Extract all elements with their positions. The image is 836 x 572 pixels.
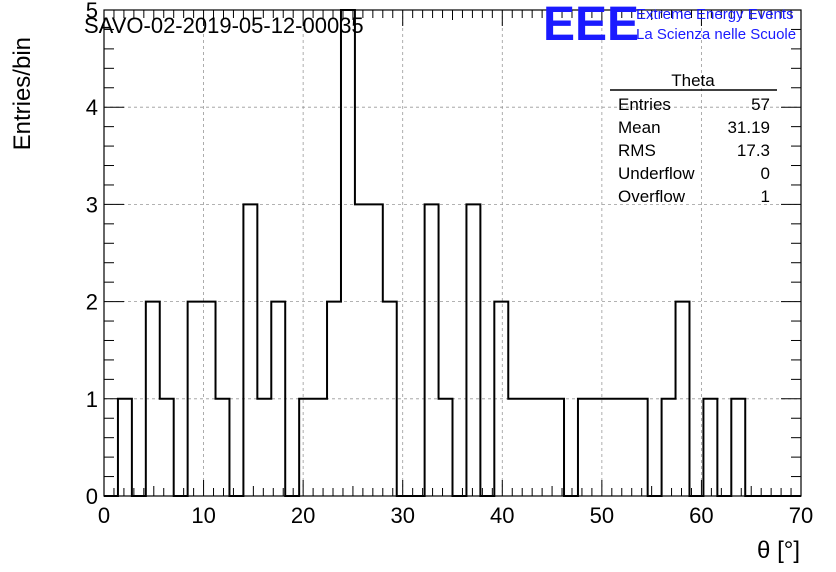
y-tick-label: 2 (86, 290, 98, 315)
histogram-bin (243, 204, 257, 496)
stats-box: Theta Entries 57 Mean 31.19 RMS 17.3 Underflow… (610, 71, 777, 206)
histogram-bin (606, 399, 620, 496)
stats-row-label: RMS (618, 141, 656, 160)
histogram-bin (550, 399, 564, 496)
y-tick-label: 4 (86, 95, 98, 120)
stats-row-label: Entries (618, 95, 671, 114)
histogram-bin (341, 10, 355, 496)
histogram-bin (369, 204, 383, 496)
x-tick-label: 30 (390, 503, 414, 528)
x-tick-label: 70 (789, 503, 813, 528)
logo-mark: EEE (543, 0, 639, 51)
y-tick-label: 1 (86, 387, 98, 412)
stats-row-label: Underflow (618, 164, 695, 183)
histogram-bin (703, 399, 717, 496)
histogram-bin (425, 204, 439, 496)
x-tick-label: 60 (689, 503, 713, 528)
histogram-bin (355, 204, 369, 496)
stats-rows: Entries 57 Mean 31.19 RMS 17.3 Underflow 0 Overf… (618, 95, 770, 206)
histogram-bin (160, 399, 174, 496)
histogram-bin (439, 399, 453, 496)
histogram-bin (313, 399, 327, 496)
x-tick-label: 0 (98, 503, 110, 528)
histogram-bin (466, 204, 480, 496)
stats-row-value: 31.19 (727, 118, 770, 137)
histogram-bin (257, 399, 271, 496)
histogram-bin (592, 399, 606, 496)
stats-row-value: 1 (761, 187, 770, 206)
stats-row-label: Overflow (618, 187, 686, 206)
histogram-bin (522, 399, 536, 496)
stats-row-label: Mean (618, 118, 661, 137)
histogram-bin (731, 399, 745, 496)
histogram-bin (662, 399, 676, 496)
stats-row-value: 57 (751, 95, 770, 114)
histogram-bin (620, 399, 634, 496)
x-axis-label: θ [°] (757, 537, 800, 564)
histogram-bin (508, 399, 522, 496)
x-tick-label: 40 (490, 503, 514, 528)
stats-row-value: 17.3 (737, 141, 770, 160)
eee-logo: EEE Extreme Energy Events La Scienza nel… (543, 0, 796, 51)
logo-line-1: Extreme Energy Events (636, 6, 794, 23)
stats-row-value: 0 (761, 164, 770, 183)
x-tick-label: 20 (291, 503, 315, 528)
y-tick-label: 3 (86, 192, 98, 217)
histogram-bin (299, 399, 313, 496)
histogram-bin (634, 399, 648, 496)
histogram-outline (104, 9, 801, 497)
stats-title: Theta (671, 71, 715, 90)
logo-line-2: La Scienza nelle Scuole (636, 26, 796, 43)
histogram-bin (216, 399, 230, 496)
x-tick-label: 50 (590, 503, 614, 528)
histogram-bin (578, 399, 592, 496)
x-tick-label: 10 (191, 503, 215, 528)
y-axis-label: Entries/bin (9, 37, 36, 150)
histogram-bin (536, 399, 550, 496)
histogram-bars (104, 9, 801, 497)
y-tick-label: 0 (86, 484, 98, 509)
y-tick-label: 5 (86, 0, 98, 23)
chart-title: SAVO-02-2019-05-12-00035 (84, 13, 364, 38)
histogram-bin (118, 399, 132, 496)
